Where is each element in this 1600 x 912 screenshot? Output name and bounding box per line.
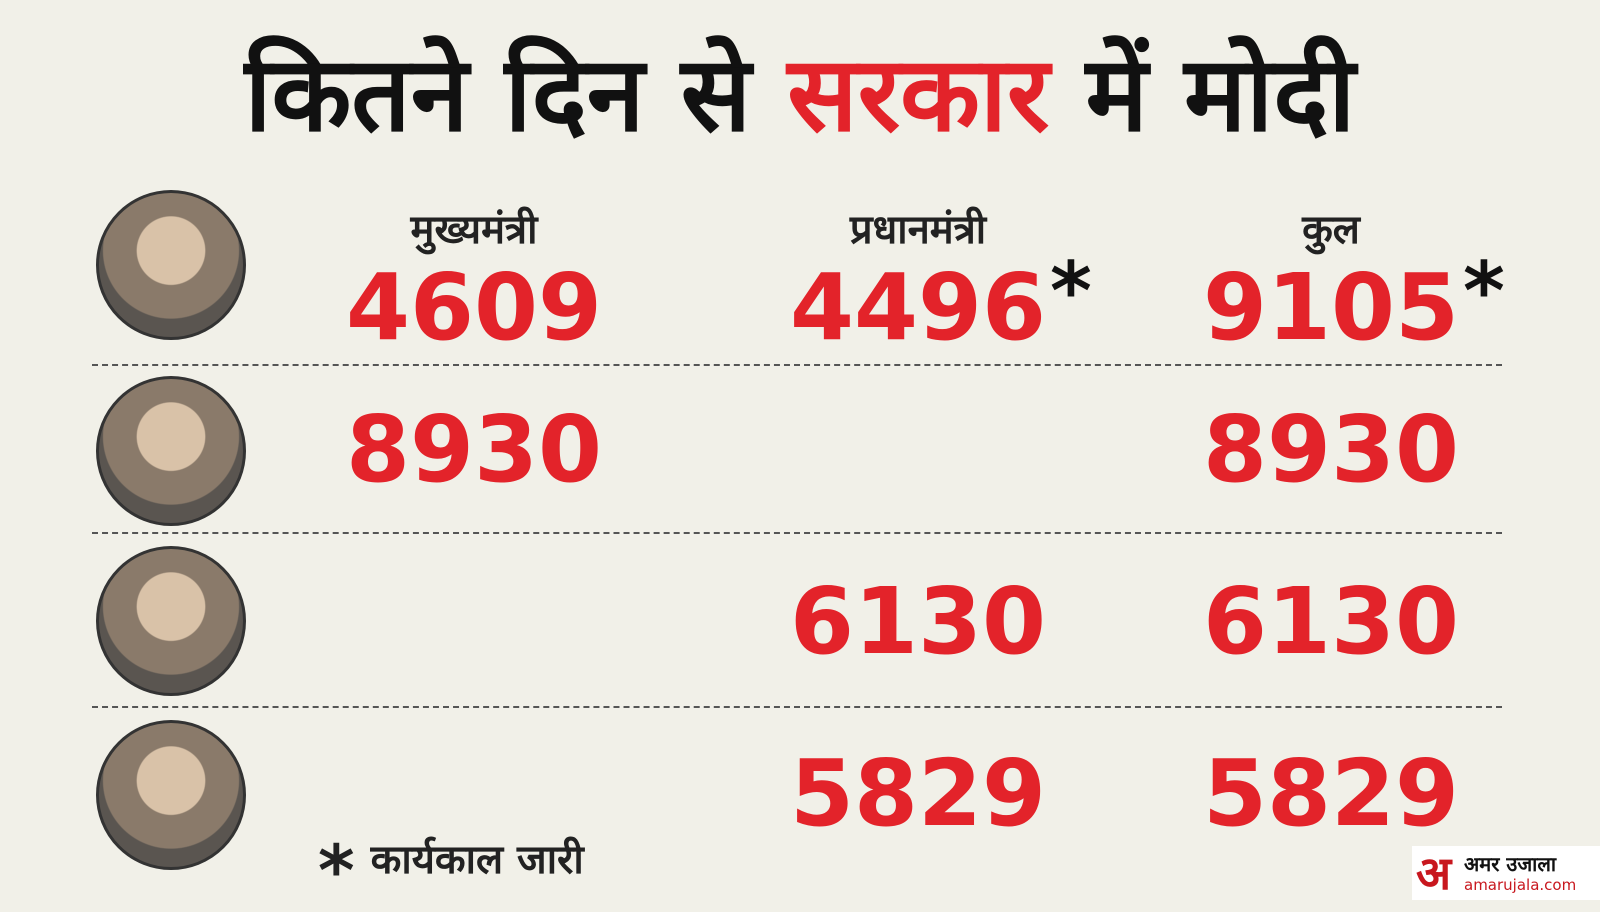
footnote: * कार्यकाल जारी	[318, 830, 584, 912]
cell-value: 9105	[1202, 254, 1460, 361]
title-highlight: सरकार	[787, 33, 1050, 155]
title: कितने दिन से सरकार में मोदी	[0, 20, 1600, 161]
cell-value: 5829	[1202, 740, 1460, 847]
title-part: में मोदी	[1085, 33, 1356, 155]
logo: अ अमर उजाला amarujala.com	[1412, 846, 1600, 900]
cell: 6130	[738, 576, 1098, 668]
cell-value: 8930	[1202, 396, 1460, 503]
cell-value: 4496	[789, 254, 1047, 361]
cell: 4609	[294, 262, 654, 354]
cell-value: 6130	[789, 568, 1047, 675]
cell-note: *	[1050, 245, 1092, 338]
cell: 6130	[1151, 576, 1511, 668]
cell-value: 5829	[789, 740, 1047, 847]
cell: 9105 *	[1151, 252, 1511, 354]
cell-note: *	[1463, 245, 1505, 338]
cell: 5829	[738, 748, 1098, 840]
logo-name: अमर उजाला	[1464, 852, 1557, 876]
portrait	[96, 720, 246, 870]
cell: 8930	[1151, 404, 1511, 496]
cell: 8930	[294, 404, 654, 496]
column-header: कुल	[1302, 207, 1360, 253]
logo-url: amarujala.com	[1464, 876, 1577, 894]
cell: 4496 *	[738, 252, 1098, 354]
cell-value: 8930	[345, 396, 603, 503]
logo-mark: अ	[1416, 846, 1452, 900]
column-header: मुख्यमंत्री	[410, 207, 538, 253]
portrait	[96, 190, 246, 340]
cell-value: 6130	[1202, 568, 1460, 675]
portrait	[96, 546, 246, 696]
row-divider	[92, 364, 1502, 366]
title-part: कितने दिन से	[244, 33, 752, 155]
row-divider	[92, 706, 1502, 708]
footnote-symbol: *	[318, 830, 355, 912]
column-header: प्रधानमंत्री	[849, 207, 987, 253]
portrait	[96, 376, 246, 526]
footnote-text: कार्यकाल जारी	[370, 837, 584, 883]
row-divider	[92, 532, 1502, 534]
cell-value: 4609	[345, 254, 603, 361]
cell: 5829	[1151, 748, 1511, 840]
